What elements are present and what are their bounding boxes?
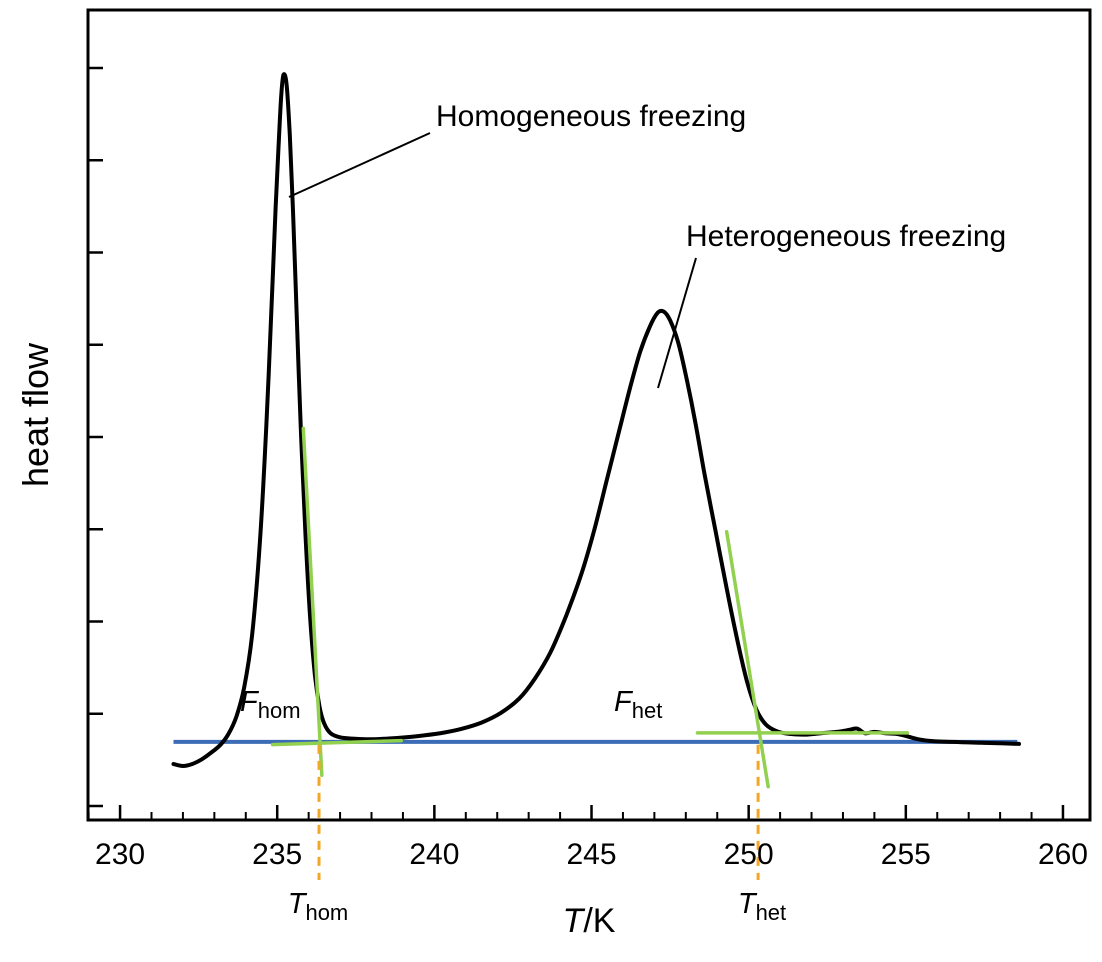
x-axis-label-unit: /K xyxy=(583,902,616,940)
y-axis-label: heat flow xyxy=(15,342,56,488)
tangent-lines xyxy=(270,426,910,789)
label-f-hom-sub: hom xyxy=(257,698,301,723)
annotation-heterogeneous-freezing: Heterogeneous freezing xyxy=(686,220,1007,253)
x-axis-ticks: 230 235 240 245 250 255 260 xyxy=(87,805,1088,871)
x-tick-label: 235 xyxy=(252,838,302,871)
label-t-hom-main: T xyxy=(287,888,306,920)
label-f-het: Fhet xyxy=(614,688,662,722)
y-axis-ticks xyxy=(88,66,103,808)
label-t-hom: Thom xyxy=(288,890,349,924)
label-t-het-main: T xyxy=(737,888,756,920)
tangent-line xyxy=(301,426,324,778)
label-f-het-sub: het xyxy=(631,698,663,723)
onset-markers xyxy=(317,744,760,880)
plot-frame xyxy=(86,8,1092,822)
leader-line xyxy=(288,132,431,198)
x-axis-label: T/K xyxy=(563,904,616,938)
heat-flow-curve xyxy=(171,72,1021,768)
label-t-het: Thet xyxy=(738,890,786,924)
label-f-hom-main: F xyxy=(240,686,258,718)
leader-line xyxy=(657,257,697,389)
annotation-homogeneous-freezing: Homogeneous freezing xyxy=(436,100,747,133)
x-tick-label: 245 xyxy=(566,838,616,871)
x-axis-label-symbol: T xyxy=(562,902,584,940)
label-t-het-sub: het xyxy=(755,900,787,925)
tangent-line xyxy=(270,738,404,747)
label-t-hom-sub: hom xyxy=(305,900,349,925)
x-tick-label: 230 xyxy=(95,838,145,871)
label-f-het-main: F xyxy=(614,686,632,718)
label-f-hom: Fhom xyxy=(240,688,301,722)
x-tick-label: 255 xyxy=(881,838,931,871)
x-tick-label: 240 xyxy=(409,838,459,871)
tangent-line xyxy=(724,530,770,789)
x-tick-label: 260 xyxy=(1038,838,1088,871)
x-tick-label: 250 xyxy=(724,838,774,871)
annotation-leader-lines xyxy=(288,132,697,389)
